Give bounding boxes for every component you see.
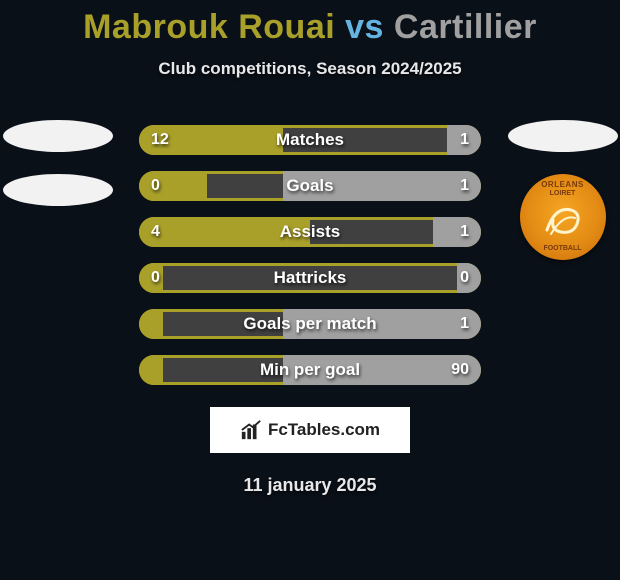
bar-fill-left bbox=[139, 217, 310, 247]
stat-value-left: 0 bbox=[151, 269, 160, 287]
stat-value-left: 4 bbox=[151, 223, 160, 241]
stat-row: 00Hattricks bbox=[139, 263, 481, 293]
stat-row: 121Matches bbox=[139, 125, 481, 155]
stat-row: 01Goals bbox=[139, 171, 481, 201]
stat-value-left: 12 bbox=[151, 131, 169, 149]
bar-fill-left bbox=[139, 309, 163, 339]
fctables-logo-icon bbox=[240, 419, 262, 441]
subtitle: Club competitions, Season 2024/2025 bbox=[0, 59, 620, 79]
club-badge-line2: LOIRET bbox=[520, 190, 606, 197]
club-badge-line1: ORLEANS bbox=[520, 180, 606, 189]
player1-club-placeholder bbox=[3, 174, 113, 206]
footer-date: 11 january 2025 bbox=[0, 475, 620, 496]
bar-track bbox=[139, 263, 481, 293]
player2-name: Cartillier bbox=[394, 8, 537, 46]
comparison-bars: 121Matches01Goals41Assists00Hattricks1Go… bbox=[139, 125, 481, 385]
bar-fill-left bbox=[139, 171, 207, 201]
right-avatar-column: ORLEANS LOIRET FOOTBALL bbox=[505, 120, 620, 260]
bar-fill-right bbox=[283, 309, 481, 339]
stat-value-left: 0 bbox=[151, 177, 160, 195]
player2-club-badge: ORLEANS LOIRET FOOTBALL bbox=[520, 174, 606, 260]
stat-row: 90Min per goal bbox=[139, 355, 481, 385]
stat-value-right: 1 bbox=[460, 131, 469, 149]
club-badge-swirl-icon bbox=[541, 200, 585, 240]
page-title: Mabrouk Rouai vs Cartillier bbox=[0, 0, 620, 47]
stat-row: 41Assists bbox=[139, 217, 481, 247]
bar-fill-right bbox=[433, 217, 481, 247]
stat-value-right: 1 bbox=[460, 315, 469, 333]
stat-value-right: 1 bbox=[460, 177, 469, 195]
left-avatar-column bbox=[0, 120, 115, 228]
club-badge-line3: FOOTBALL bbox=[520, 245, 606, 252]
stat-value-right: 0 bbox=[460, 269, 469, 287]
stat-value-right: 90 bbox=[451, 361, 469, 379]
bar-fill-left bbox=[139, 355, 163, 385]
player1-name: Mabrouk Rouai bbox=[83, 8, 335, 46]
stat-value-right: 1 bbox=[460, 223, 469, 241]
bar-fill-right bbox=[283, 171, 481, 201]
brand-text: FcTables.com bbox=[268, 420, 380, 440]
brand-badge: FcTables.com bbox=[210, 407, 410, 453]
vs-text: vs bbox=[345, 8, 384, 46]
player2-avatar-placeholder bbox=[508, 120, 618, 152]
player1-avatar-placeholder bbox=[3, 120, 113, 152]
stat-row: 1Goals per match bbox=[139, 309, 481, 339]
